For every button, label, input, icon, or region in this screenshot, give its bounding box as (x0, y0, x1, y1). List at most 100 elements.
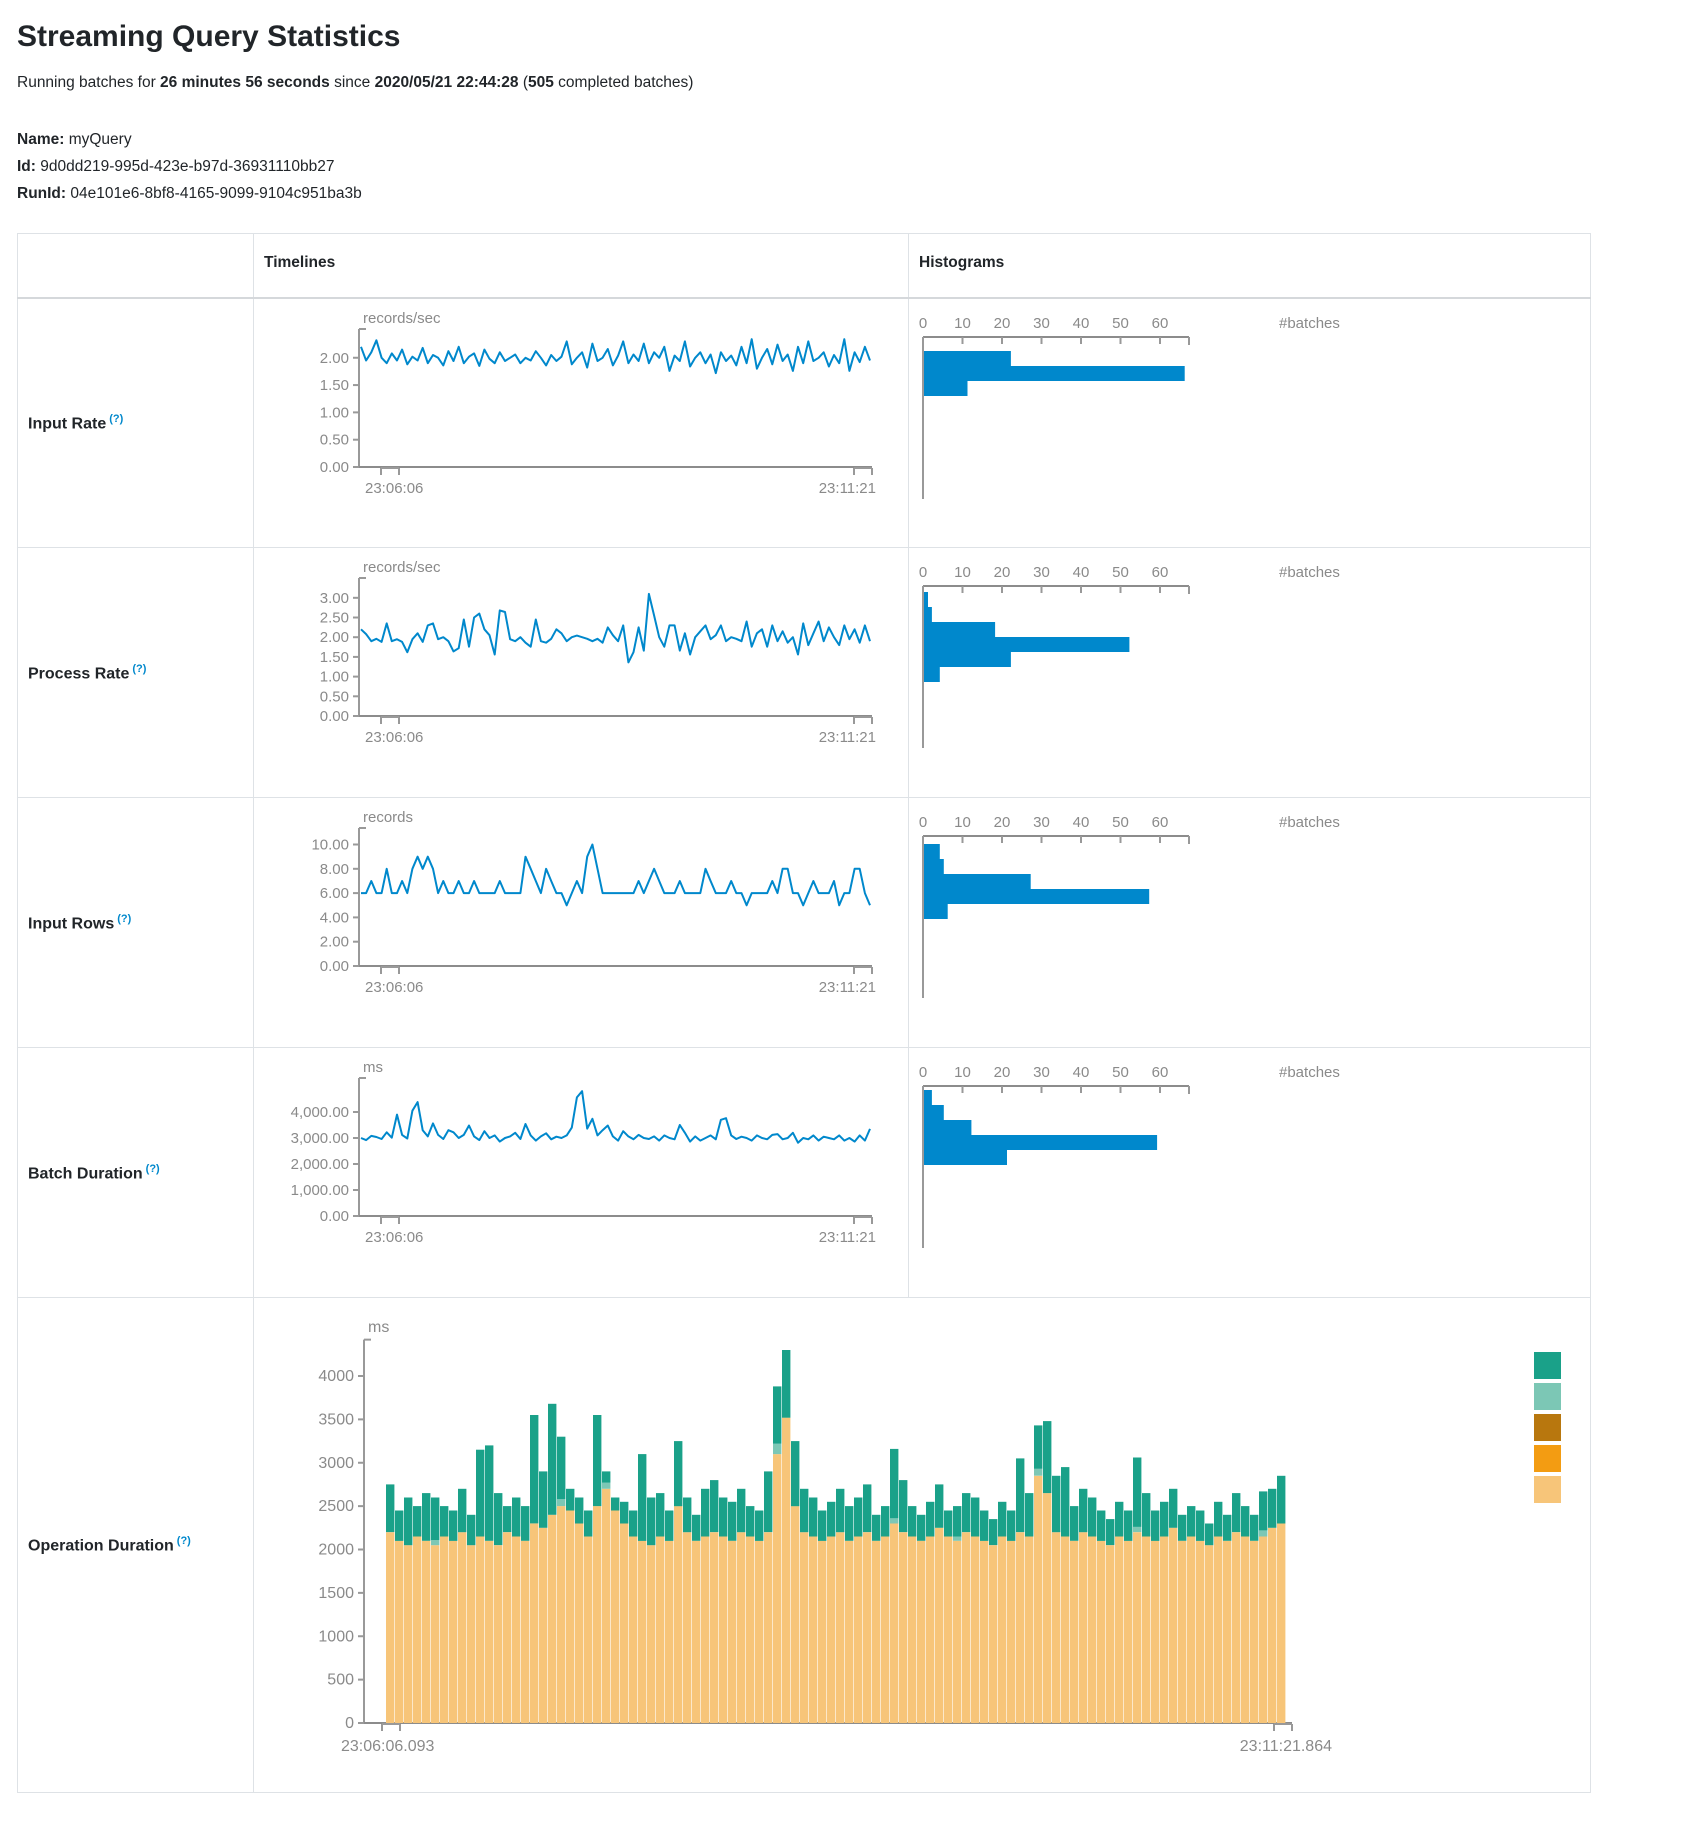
stacked-bar-segment (836, 1532, 845, 1724)
stacked-bar-segment (971, 1536, 980, 1724)
stacked-bar-segment (1241, 1536, 1250, 1724)
stacked-bar-segment (548, 1404, 557, 1516)
input-rows-timeline-chart: records 0.00 2.00 4.00 6.00 8.00 10.00 23:06:06… (254, 798, 908, 1019)
stacked-bar-segment (944, 1536, 953, 1724)
stacked-bar-segment (1259, 1491, 1268, 1531)
stacked-bar-segment (1052, 1476, 1061, 1533)
help-icon[interactable]: (?) (176, 1535, 191, 1548)
svg-text:1500: 1500 (318, 1585, 354, 1602)
stacked-bar-segment (926, 1536, 935, 1724)
stacked-bar-segment (719, 1536, 728, 1724)
stacked-bar-segment (908, 1506, 917, 1537)
stacked-bar-segment (1088, 1536, 1097, 1724)
stacked-bar-segment (539, 1471, 548, 1529)
stacked-bar-segment (980, 1510, 989, 1542)
stacked-bar-segment (395, 1510, 404, 1542)
paren-open: ( (518, 74, 528, 91)
stacked-bar-segment (773, 1454, 782, 1724)
stacked-bar-segment (953, 1541, 962, 1724)
stacked-bar-segment (845, 1541, 854, 1724)
svg-text:4000: 4000 (318, 1368, 354, 1385)
stacked-bar-segment (1277, 1523, 1286, 1724)
start-time: 2020/05/21 22:44:28 (374, 74, 519, 91)
process-rate-histogram-chart: 0 10 20 30 40 50 60 #batches (909, 548, 1590, 769)
stacked-bar-segment (917, 1541, 926, 1724)
stacked-bar-segment (1268, 1528, 1277, 1724)
stacked-bar-segment (620, 1502, 629, 1524)
stacked-bar-segment (962, 1493, 971, 1533)
stacked-bar-segment (701, 1489, 710, 1537)
stacked-bar-segment (1079, 1532, 1088, 1724)
stacked-bar-segment (665, 1510, 674, 1542)
stacked-bar-segment (692, 1541, 701, 1724)
stacked-bar-segment (701, 1536, 710, 1724)
stacked-bar-segment (1106, 1519, 1115, 1546)
stats-header-row: Timelines Histograms (17, 233, 1591, 299)
svg-text:30: 30 (1033, 1064, 1050, 1081)
stacked-bar-segment (602, 1471, 611, 1484)
stacked-bar-segment (890, 1449, 899, 1519)
histogram-bar (924, 1120, 972, 1136)
help-icon[interactable]: (?) (145, 1162, 160, 1175)
stacked-bar-segment (899, 1532, 908, 1724)
svg-text:40: 40 (1073, 564, 1090, 581)
histogram-bar (924, 622, 996, 638)
stacked-bar-segment (1052, 1532, 1061, 1724)
stacked-bar-segment (989, 1519, 998, 1546)
stacked-bar-segment (746, 1506, 755, 1537)
stacked-bar-segment (431, 1540, 440, 1546)
svg-text:0.00: 0.00 (320, 1208, 349, 1225)
stacked-bar-segment (449, 1541, 458, 1724)
stacked-bar-segment (1034, 1469, 1043, 1477)
batch-duration-histogram-svg: 0 10 20 30 40 50 60 #batches (919, 1064, 1340, 1249)
batch-duration-row: Batch Duration (?) ms 0.00 1,000.00 2,000.00… (17, 1047, 1591, 1299)
stacked-bar-segment (1241, 1506, 1250, 1537)
stacked-bar-segment (1196, 1510, 1205, 1542)
stacked-bar-segment (755, 1510, 764, 1542)
svg-text:30: 30 (1033, 564, 1050, 581)
stacked-bar-segment (1025, 1493, 1034, 1537)
stacked-bar-segment (719, 1497, 728, 1537)
svg-text:10.00: 10.00 (311, 837, 349, 854)
process-rate-histogram-svg: 0 10 20 30 40 50 60 #batches (919, 564, 1340, 749)
stacked-bar-segment (980, 1541, 989, 1724)
timeline-line (360, 338, 871, 374)
stacked-bar-segment (1277, 1476, 1286, 1524)
svg-text:40: 40 (1073, 315, 1090, 332)
stacked-bar-segment (1025, 1536, 1034, 1724)
svg-text:0: 0 (919, 315, 927, 332)
completed-suffix: completed batches) (553, 74, 694, 91)
timeline-line (360, 593, 871, 664)
stacked-bar-segment (1250, 1515, 1259, 1542)
histogram-bar (924, 1150, 1007, 1166)
svg-text:#batches: #batches (1279, 1064, 1340, 1081)
svg-text:0: 0 (919, 814, 927, 831)
stacked-bar-segment (809, 1497, 818, 1537)
svg-text:500: 500 (327, 1672, 354, 1689)
svg-text:records: records (363, 809, 413, 826)
stacked-bar-segment (440, 1506, 449, 1537)
stacked-bar-segment (755, 1541, 764, 1724)
stacked-bar-segment (800, 1532, 809, 1724)
stacked-bar-segment (431, 1545, 440, 1724)
stacked-bar-segment (440, 1536, 449, 1724)
stacked-bar-segment (926, 1502, 935, 1537)
stacked-bar-segment (1178, 1541, 1187, 1724)
stacked-bar-segment (1232, 1493, 1241, 1533)
stacked-bar-segment (512, 1497, 521, 1537)
stacked-bar-segment (404, 1545, 413, 1724)
help-icon[interactable]: (?) (117, 912, 132, 925)
stacked-bar-segment (413, 1506, 422, 1537)
stacked-bar-segment (962, 1532, 971, 1724)
help-icon[interactable]: (?) (109, 412, 124, 425)
help-icon[interactable]: (?) (132, 662, 147, 675)
stacked-bar-segment (935, 1528, 944, 1724)
stacked-bar-segment (1205, 1545, 1214, 1724)
batch-duration-label: Batch Duration (28, 1165, 143, 1183)
svg-text:2.00: 2.00 (320, 350, 349, 367)
operation-duration-label: Operation Duration (28, 1537, 174, 1555)
stacked-bar-segment (638, 1454, 647, 1542)
stacked-bar-segment (557, 1499, 566, 1507)
timelines-header: Timelines (253, 233, 909, 299)
